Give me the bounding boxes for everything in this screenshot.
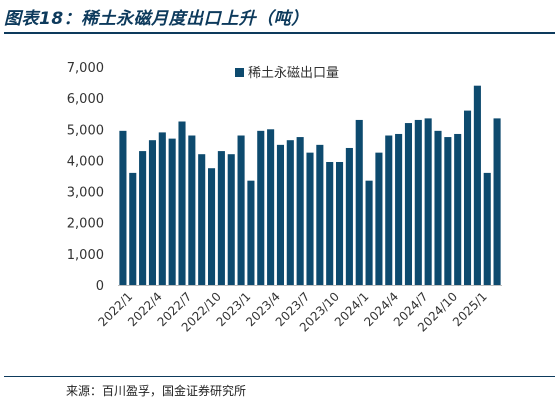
- bar: [326, 161, 334, 285]
- bar: [414, 119, 422, 285]
- bar: [227, 154, 235, 285]
- bar: [306, 152, 314, 285]
- bar: [198, 154, 206, 285]
- legend-swatch: [235, 68, 244, 77]
- top-rule: [4, 32, 555, 34]
- bar: [424, 118, 432, 285]
- bar: [493, 118, 501, 285]
- bar: [296, 137, 304, 285]
- bar: [158, 132, 166, 285]
- bar: [207, 168, 216, 285]
- bar-series: [119, 85, 501, 285]
- y-tick-label: 3,000: [67, 186, 104, 201]
- bar: [454, 133, 462, 285]
- bar: [335, 161, 344, 285]
- bar: [148, 140, 157, 285]
- x-axis: 2022/12022/42022/72022/102023/12023/4202…: [96, 285, 502, 335]
- bar: [316, 144, 324, 285]
- y-tick-label: 7,000: [67, 61, 104, 76]
- bar: [375, 152, 383, 285]
- bar-chart: 0 1,000 2,000 3,000 4,000 5,000 6,000 7,000 202…: [67, 61, 502, 335]
- bar: [129, 172, 137, 285]
- y-tick-label: 5,000: [67, 123, 104, 138]
- source-note: 来源：百川盈孚，国金证券研究所: [66, 384, 247, 398]
- bar: [217, 151, 225, 285]
- bar: [355, 119, 363, 285]
- bar: [119, 130, 127, 285]
- y-axis: 0 1,000 2,000 3,000 4,000 5,000 6,000 7,000: [67, 61, 104, 294]
- y-tick-label: 2,000: [67, 217, 104, 232]
- bar: [267, 129, 275, 285]
- bar: [139, 151, 147, 285]
- bar: [286, 140, 294, 285]
- bar: [247, 180, 255, 285]
- bar: [345, 147, 353, 285]
- bar: [178, 121, 186, 285]
- bar: [463, 110, 472, 285]
- bar: [404, 123, 413, 285]
- y-tick-label: 6,000: [67, 92, 104, 107]
- bar: [473, 85, 481, 285]
- bar: [237, 135, 245, 285]
- y-tick-label: 1,000: [67, 248, 104, 263]
- bar: [188, 135, 196, 285]
- bar: [483, 172, 491, 285]
- legend: 稀土永磁出口量: [235, 66, 339, 81]
- bar: [434, 130, 442, 285]
- bar: [168, 138, 176, 285]
- bar: [395, 133, 403, 285]
- y-tick-label: 4,000: [67, 154, 104, 169]
- bar: [365, 180, 373, 285]
- chart-title: 图表18：稀土永磁月度出口上升（吨）: [4, 9, 309, 29]
- y-tick-label: 0: [96, 279, 104, 294]
- legend-label: 稀土永磁出口量: [248, 66, 339, 81]
- bar: [444, 137, 452, 285]
- bar: [385, 135, 393, 285]
- bottom-rule: [4, 376, 555, 377]
- bar: [276, 144, 285, 285]
- bar: [257, 130, 265, 285]
